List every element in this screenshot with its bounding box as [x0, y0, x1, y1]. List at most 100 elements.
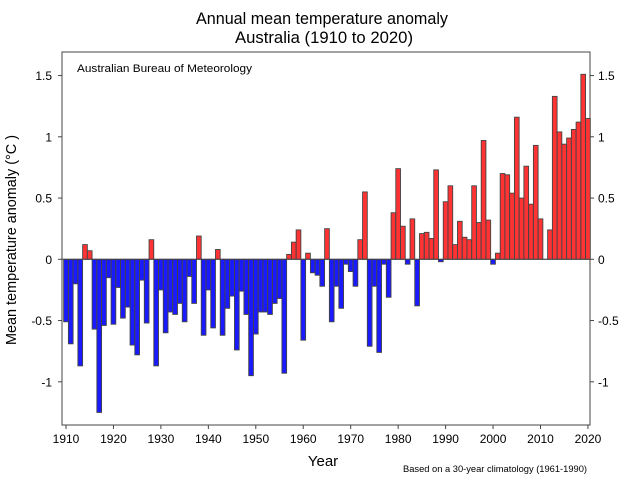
y-axis-label: Mean temperature anomaly (°C ) [3, 135, 20, 345]
bar-1943 [220, 259, 225, 335]
bar-1910 [64, 259, 69, 321]
bar-2009 [533, 145, 538, 259]
bar-2018 [576, 122, 581, 259]
x-tick-label: 1910 [53, 432, 80, 446]
bar-1939 [201, 259, 206, 335]
bar-2016 [567, 138, 572, 259]
bar-2000 [491, 259, 496, 264]
bar-1933 [173, 259, 178, 314]
bar-1949 [249, 259, 254, 375]
bar-1921 [116, 259, 121, 287]
bar-1954 [272, 259, 277, 303]
chart-title-line-1: Annual mean temperature anomaly [196, 9, 448, 28]
bar-1969 [344, 259, 349, 264]
bar-1966 [329, 259, 334, 321]
bar-1981 [401, 226, 406, 259]
bar-1953 [268, 259, 273, 314]
y-tick-label-right: -1 [598, 375, 609, 389]
bar-1961 [306, 253, 311, 259]
bar-1972 [358, 240, 363, 260]
bar-1942 [215, 250, 220, 260]
bar-2014 [557, 132, 562, 259]
bar-1945 [230, 259, 235, 296]
bar-1914 [83, 245, 88, 260]
bar-1937 [192, 259, 197, 303]
bar-1931 [163, 259, 168, 333]
bar-2005 [514, 117, 519, 259]
bar-2012 [548, 230, 553, 259]
bar-2013 [552, 96, 557, 259]
bar-1984 [415, 259, 420, 306]
bar-1925 [135, 259, 140, 355]
x-tick-label: 1930 [148, 432, 175, 446]
x-axis-label: Year [308, 453, 338, 470]
x-tick-label: 2010 [527, 432, 554, 446]
bar-1980 [396, 169, 401, 260]
footnote: Based on a 30-year climatology (1961-199… [403, 464, 587, 474]
y-tick-label-right: 1.5 [598, 69, 615, 83]
bar-1944 [225, 259, 230, 308]
bar-1979 [391, 213, 396, 260]
y-tick-label-left: 1 [45, 130, 52, 144]
bar-2006 [519, 198, 524, 259]
bar-1986 [424, 232, 429, 259]
y-tick-label-left: 0 [45, 253, 52, 267]
bar-1960 [301, 259, 306, 340]
bar-1959 [296, 230, 301, 259]
bar-1941 [211, 259, 216, 328]
bar-1946 [234, 259, 239, 350]
bar-1974 [367, 259, 372, 346]
x-tick-label: 2000 [480, 432, 507, 446]
bar-1987 [429, 238, 434, 259]
bar-1932 [168, 259, 173, 312]
bar-2015 [562, 144, 567, 259]
y-tick-label-left: -1 [41, 375, 52, 389]
bar-1977 [382, 259, 387, 264]
bar-1927 [144, 259, 149, 323]
bar-1935 [182, 259, 187, 321]
bar-1928 [149, 240, 154, 260]
bar-1956 [282, 259, 287, 373]
bar-1985 [420, 234, 425, 260]
y-tick-label-left: 0.5 [35, 192, 52, 206]
bar-1962 [310, 259, 315, 272]
x-tick-label: 1950 [242, 432, 269, 446]
bar-1967 [334, 259, 339, 286]
bar-1992 [453, 245, 458, 260]
bar-1917 [97, 259, 102, 412]
bar-1997 [476, 223, 481, 260]
bar-1999 [486, 220, 491, 259]
bar-1996 [472, 186, 477, 259]
bar-1970 [348, 259, 353, 271]
bar-1923 [125, 259, 130, 307]
bar-1948 [244, 259, 249, 314]
bar-1918 [102, 259, 107, 325]
x-tick-label: 1940 [195, 432, 222, 446]
bar-1951 [258, 259, 263, 312]
bar-1924 [130, 259, 135, 345]
bar-1926 [140, 259, 145, 280]
bar-1978 [386, 259, 391, 297]
bar-1968 [339, 259, 344, 308]
bar-1975 [372, 259, 377, 286]
bar-1990 [443, 202, 448, 260]
y-tick-label-left: 1.5 [35, 69, 52, 83]
bar-1982 [405, 259, 410, 264]
bar-1934 [178, 259, 183, 303]
bar-1957 [287, 254, 292, 259]
bar-1991 [448, 186, 453, 259]
bar-1922 [121, 259, 126, 318]
bar-2008 [529, 204, 534, 259]
bar-2003 [505, 175, 510, 260]
bar-1971 [353, 259, 358, 286]
bar-1912 [73, 259, 78, 284]
source-annotation: Australian Bureau of Meteorology [77, 63, 253, 75]
y-tick-label-left: -0.5 [31, 314, 52, 328]
x-tick-label: 1990 [432, 432, 459, 446]
bar-1913 [78, 259, 83, 366]
bar-1983 [410, 219, 415, 259]
bar-1929 [154, 259, 159, 366]
x-tick-label: 1970 [337, 432, 364, 446]
bar-1916 [92, 259, 97, 329]
